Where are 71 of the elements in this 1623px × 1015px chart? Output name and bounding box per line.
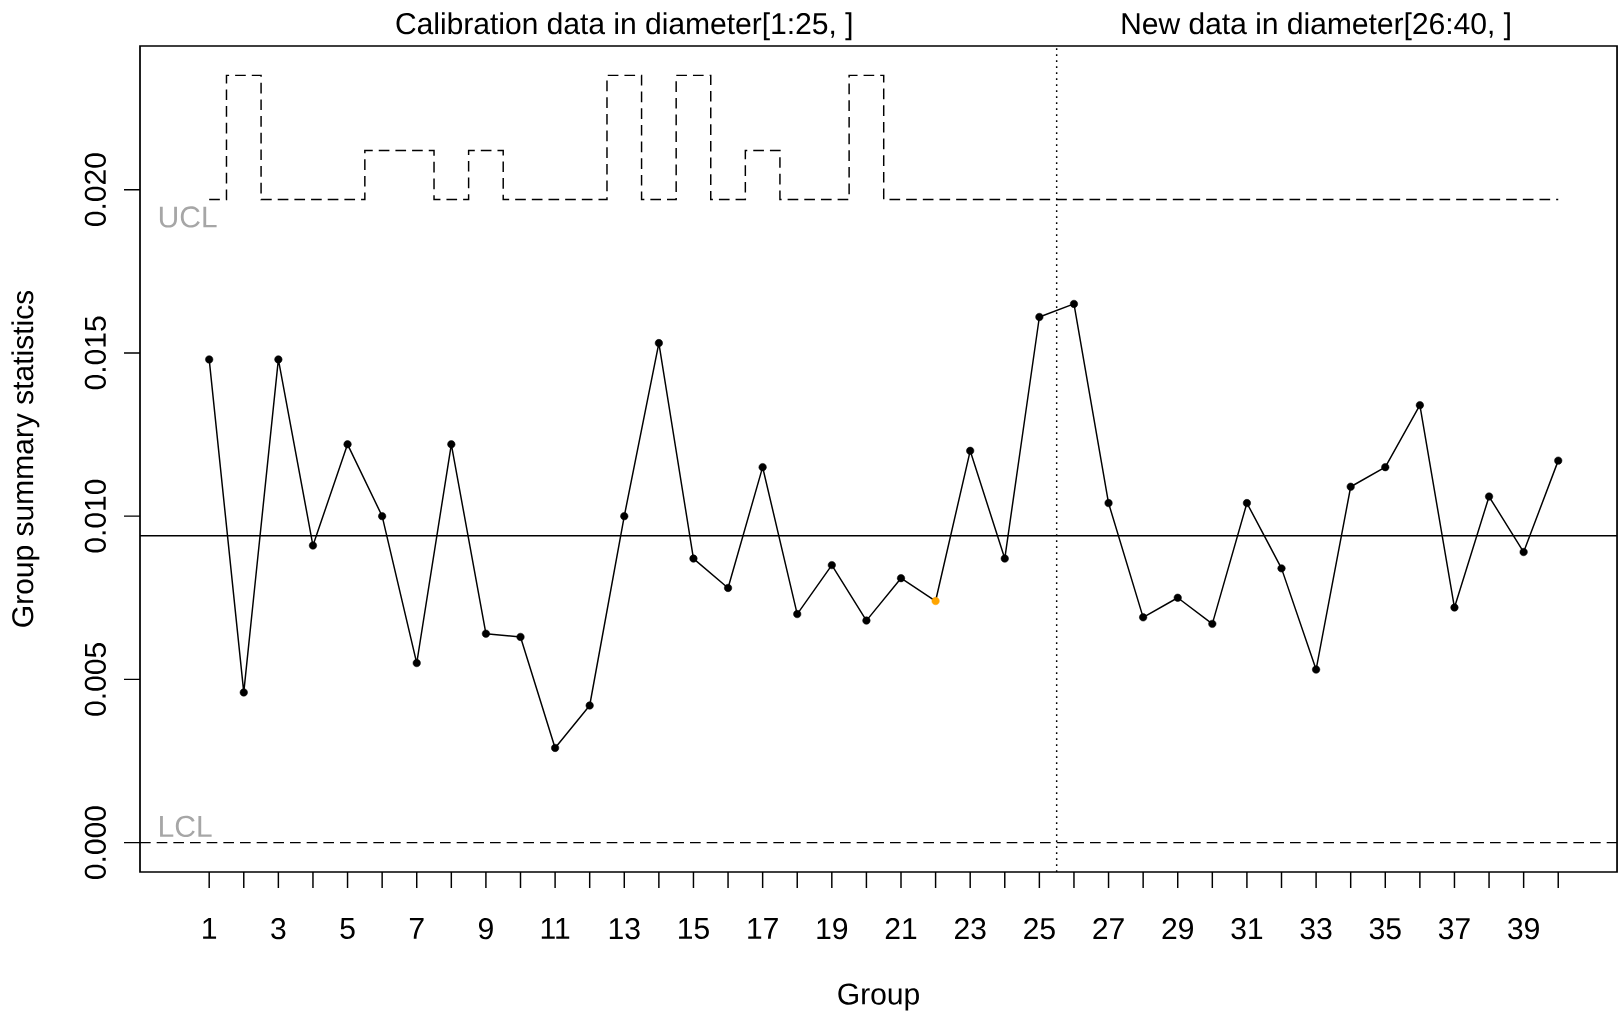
x-tick-label: 1	[203, 918, 217, 939]
x-tick-label: 37	[1438, 918, 1470, 940]
point	[1173, 593, 1182, 602]
x-tick-label: 29	[1162, 918, 1193, 940]
point	[412, 659, 421, 668]
point	[1415, 401, 1424, 410]
point	[1312, 665, 1321, 674]
point	[1346, 482, 1355, 491]
y-tick-label: 0.015	[84, 316, 106, 390]
point	[239, 688, 248, 697]
x-tick-label: 35	[1369, 918, 1401, 940]
x-tick-label: 7	[409, 918, 424, 939]
point	[1381, 463, 1390, 472]
text: New data in diameter[26:40, ]	[1122, 12, 1510, 41]
x-tick-label: 3	[271, 918, 286, 940]
point	[1035, 312, 1044, 321]
x-tick-label: 23	[955, 918, 986, 940]
point	[1554, 456, 1563, 465]
point	[1450, 603, 1459, 612]
point	[1139, 613, 1148, 622]
point	[1000, 554, 1009, 563]
x-tick-label: 31	[1231, 918, 1263, 940]
point	[343, 440, 352, 449]
point	[1242, 499, 1251, 508]
y-tick-label: 0.020	[84, 153, 106, 227]
x-tick-label: 39	[1508, 918, 1539, 940]
point	[308, 541, 317, 550]
x-tick-label: 19	[817, 918, 848, 940]
point	[585, 701, 594, 710]
point	[516, 632, 525, 641]
y-tick-label: 0.005	[84, 643, 106, 716]
point	[1519, 548, 1528, 557]
point	[274, 355, 283, 364]
x-tick-label: 11	[541, 918, 570, 939]
point	[966, 446, 975, 455]
point	[378, 512, 387, 521]
x-tick-label: 33	[1300, 918, 1332, 940]
x-tick-label: 25	[1024, 918, 1055, 940]
x-tick-label: 15	[679, 918, 709, 939]
point	[827, 561, 836, 570]
x-tick-label: 13	[609, 918, 640, 940]
point	[1104, 499, 1113, 508]
point	[862, 616, 871, 625]
point	[447, 440, 456, 449]
point	[689, 554, 698, 563]
point	[620, 512, 629, 521]
point	[897, 574, 906, 583]
point	[1277, 564, 1286, 573]
x-tick-label: 21	[885, 918, 917, 939]
series-label: UCL	[159, 206, 217, 228]
point	[205, 355, 214, 364]
y-tick-label: 0.000	[84, 806, 106, 879]
point	[1208, 619, 1217, 628]
point	[551, 743, 560, 752]
x-tick-label: 9	[478, 918, 493, 940]
point	[654, 339, 663, 348]
point	[481, 629, 490, 638]
point	[758, 463, 767, 472]
point	[793, 610, 802, 619]
point	[724, 583, 733, 592]
x-tick-label: 17	[748, 918, 778, 939]
point	[1069, 299, 1078, 308]
x-axis-title: Group	[838, 983, 919, 1011]
point	[931, 597, 940, 606]
y-axis-title: Group summary statistics	[11, 290, 40, 627]
ref-line-label: LCL	[160, 815, 212, 838]
text: Calibration data in diameter[1:25, ]	[396, 12, 852, 41]
x-tick-label: 27	[1093, 918, 1124, 939]
point	[1485, 492, 1494, 501]
y-tick-label: 0.010	[84, 479, 106, 553]
x-tick-label: 5	[340, 918, 355, 939]
